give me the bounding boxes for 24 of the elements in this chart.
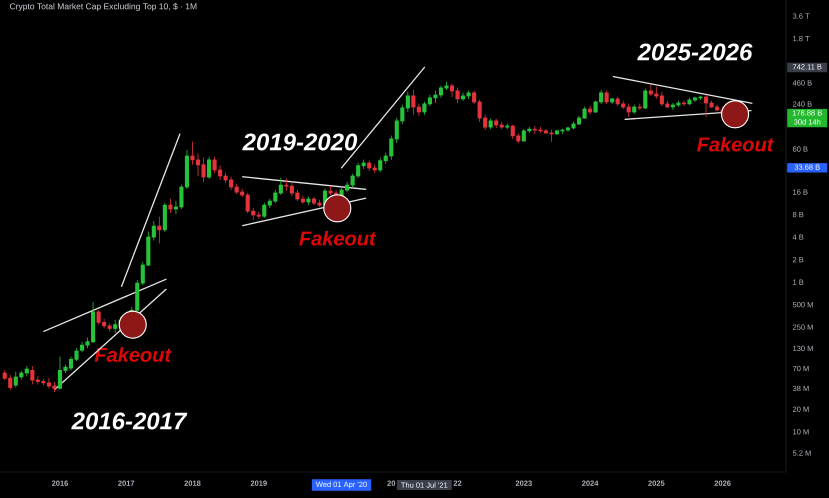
candlestick	[632, 104, 636, 114]
candlestick	[162, 202, 167, 232]
candlestick	[157, 216, 162, 244]
candlestick	[638, 104, 642, 110]
point	[323, 194, 352, 222]
annotation: 2025-2026	[637, 44, 752, 60]
candlestick	[206, 156, 212, 180]
candlestick	[488, 118, 493, 130]
annotation: 2016-2017	[71, 412, 188, 430]
candlestick	[168, 198, 172, 214]
candlestick	[610, 97, 614, 104]
candlestick	[588, 106, 592, 116]
candlestick	[306, 196, 310, 206]
chart-title: Crypto Total Market Cap Excluding Top 10, $ · 1M	[10, 2, 196, 12]
candlestick	[643, 88, 648, 110]
data-label: Fakeout	[94, 347, 172, 362]
candlestick	[505, 124, 510, 130]
candlestick	[682, 100, 686, 106]
point	[118, 310, 147, 339]
annotation: 2019-2020	[242, 134, 358, 150]
data-label: Fakeout	[299, 230, 376, 246]
point	[721, 100, 750, 128]
candlestick	[113, 320, 118, 334]
data-label: Fakeout	[697, 136, 774, 152]
